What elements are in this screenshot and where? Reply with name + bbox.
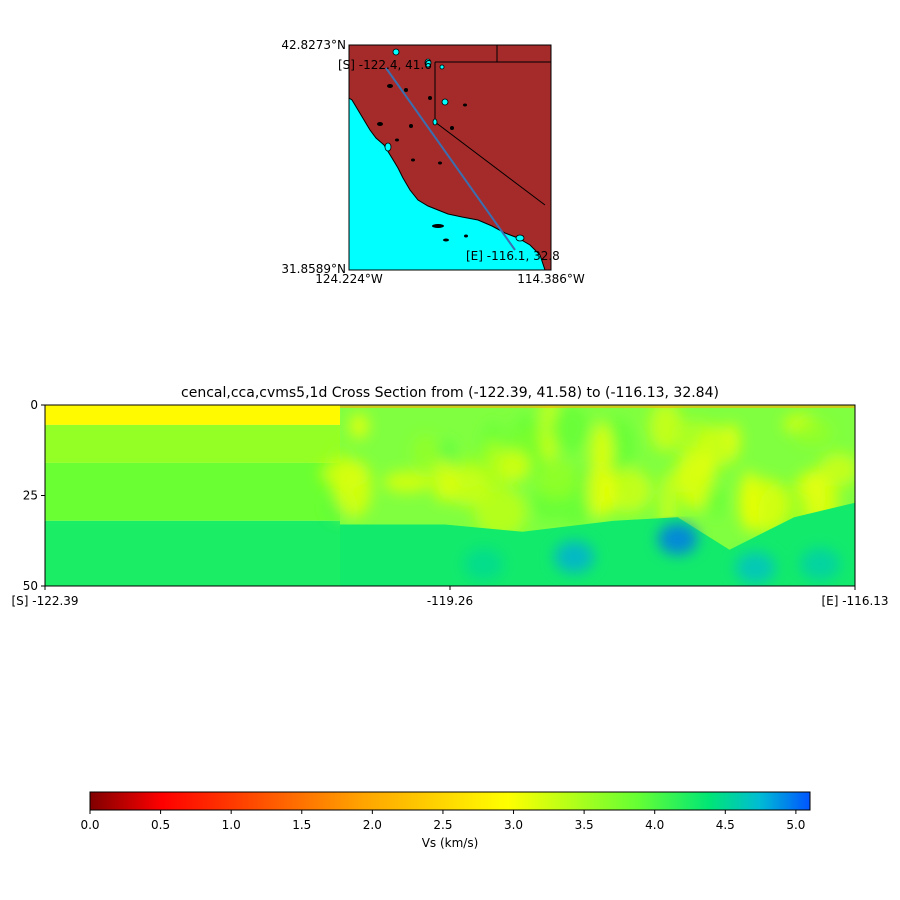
texture-blob <box>474 486 527 538</box>
colorbar-tick-label: 0.5 <box>151 818 170 832</box>
cross-section-ticks: [S] -122.39 -119.26 [E] -116.13 0 25 50 <box>11 398 888 608</box>
map-start-label: [S] -122.4, 41.6 <box>338 58 432 72</box>
texture-blob <box>697 425 740 467</box>
deep-blob <box>800 548 841 581</box>
colorbar-tick-label: 4.5 <box>716 818 735 832</box>
layer-1d-0 <box>45 405 341 425</box>
x-tick-label: -119.26 <box>427 594 473 608</box>
texture-blob <box>535 460 580 501</box>
texture-blob <box>412 434 439 473</box>
texture-blob <box>319 458 370 489</box>
map-end-label: [E] -116.1, 32.8 <box>466 249 560 263</box>
colorbar-tick-label: 5.0 <box>786 818 805 832</box>
colorbar: 0.0 0.5 1.0 1.5 2.0 2.5 3.0 3.5 4.0 4.5 5.0 Vs (km… <box>80 791 811 850</box>
map-lat-bottom-label: 31.8589°N <box>281 262 346 276</box>
3d-model-deep-blobs <box>463 522 841 584</box>
map-lon-left-label: 124.224°W <box>315 272 383 286</box>
deep-blob <box>554 541 595 574</box>
colorbar-tick-label: 2.0 <box>363 818 382 832</box>
colorbar-ticks: 0.0 0.5 1.0 1.5 2.0 2.5 3.0 3.5 4.0 4.5 5.0 <box>80 810 805 832</box>
cross-section-image <box>45 405 855 586</box>
texture-blob <box>706 484 725 519</box>
3d-model-surface-strip <box>340 405 855 408</box>
map-lat-top-label: 42.8273°N <box>281 38 346 52</box>
texture-blob <box>550 406 590 453</box>
map-lon-right-label: 114.386°W <box>517 272 585 286</box>
colorbar-tick-label: 1.5 <box>292 818 311 832</box>
deep-blob <box>463 548 504 581</box>
map-lakes <box>377 84 468 242</box>
colorbar-tick-label: 4.0 <box>645 818 664 832</box>
x-tick-label: [E] -116.13 <box>821 594 888 608</box>
colorbar-tick-label: 1.0 <box>222 818 241 832</box>
3d-model-blobs <box>319 405 855 542</box>
colorbar-label: Vs (km/s) <box>422 836 479 850</box>
cross-section-title: cencal,cca,cvms5,1d Cross Section from (… <box>181 385 719 401</box>
x-tick-label: [S] -122.39 <box>11 594 78 608</box>
layer-1d-1 <box>45 424 341 463</box>
texture-blob <box>818 452 855 487</box>
layer-1d-3 <box>45 520 341 586</box>
texture-blob <box>349 413 369 439</box>
deep-blob <box>735 551 776 584</box>
texture-blob <box>793 419 833 446</box>
texture-blob <box>739 478 789 533</box>
colorbar-tick-label: 0.0 <box>80 818 99 832</box>
y-tick-label: 0 <box>30 398 38 412</box>
cross-section-plot: cencal,cca,cvms5,1d Cross Section from (… <box>11 385 888 608</box>
texture-blob <box>383 471 432 493</box>
map-frame <box>348 44 552 271</box>
map-islands <box>384 48 525 242</box>
deep-blob <box>657 522 698 555</box>
layers-1d <box>45 405 341 586</box>
layer-1d-2 <box>45 462 341 521</box>
colorbar-tick-label: 3.0 <box>504 818 523 832</box>
colorbar-tick-label: 2.5 <box>433 818 452 832</box>
texture-blob <box>431 459 457 503</box>
y-tick-label: 25 <box>23 489 38 503</box>
y-tick-label: 50 <box>23 579 38 593</box>
cross-section-path <box>385 67 516 251</box>
colorbar-tick-label: 3.5 <box>575 818 594 832</box>
location-map: 42.8273°N 31.8589°N 124.224°W 114.386°W … <box>281 38 584 286</box>
texture-blob <box>482 439 506 496</box>
texture-blob <box>586 460 616 518</box>
3d-model-region <box>319 405 855 586</box>
colorbar-gradient <box>89 791 811 811</box>
